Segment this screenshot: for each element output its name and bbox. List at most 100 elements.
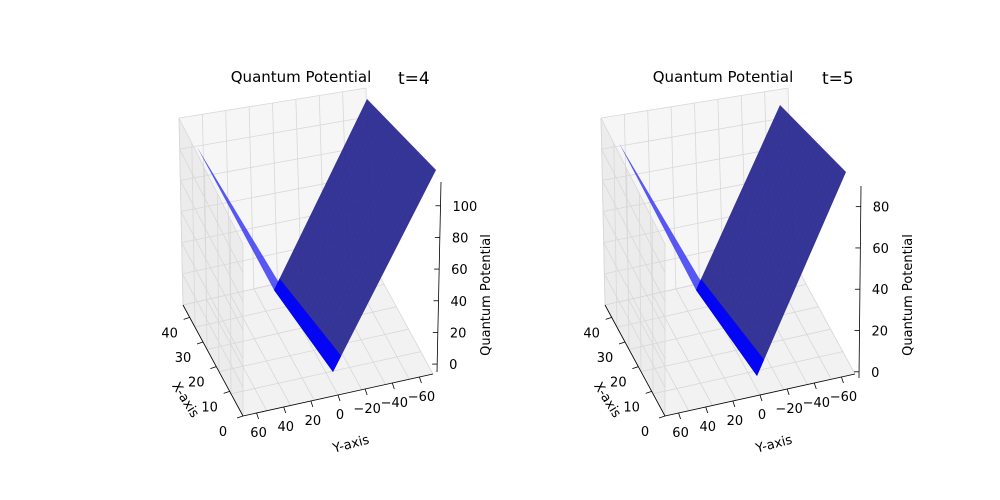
surface-mesh-line: [309, 141, 409, 340]
surface-mesh-line: [285, 113, 381, 307]
y-tick-label: 40: [699, 420, 716, 435]
x-tick-label: 0: [219, 425, 227, 440]
surface-mesh-line: [729, 141, 817, 338]
surface-mesh-line: [717, 128, 804, 321]
side-gridline: [601, 148, 666, 273]
y-tick: [813, 382, 817, 390]
y-axis-label: Y-axis: [330, 433, 371, 457]
surface-mesh-line: [303, 134, 402, 332]
surface-mesh-line: [711, 121, 797, 312]
floor-gridline: [651, 294, 713, 406]
surface-mesh-line: [735, 148, 824, 346]
floor-gridline: [229, 294, 291, 406]
side-gridline: [178, 117, 244, 245]
side-gridline: [179, 180, 244, 302]
surface-mesh-line: [297, 127, 395, 323]
surface-mesh-line: [315, 148, 416, 348]
z-axis-label: Quantum Potential: [901, 234, 916, 356]
z-tick-label: 0: [871, 366, 879, 381]
surface-mesh-line: [329, 166, 433, 368]
floor-gridline: [206, 299, 268, 411]
side-gridline: [602, 211, 666, 331]
surface-valley: [696, 278, 765, 376]
y-tick: [419, 376, 422, 384]
surface-mesh-line: [300, 130, 399, 327]
y-tick: [759, 394, 763, 402]
y-tick-label: −20: [353, 402, 380, 417]
floor-gridline: [793, 261, 856, 375]
time-annotation: t=4: [398, 69, 430, 89]
y-tick: [283, 406, 287, 414]
x-tick: [236, 415, 244, 419]
y-tick: [786, 388, 790, 396]
surface-mesh-line: [323, 159, 426, 360]
x-axis-line: [182, 304, 244, 417]
surface-mesh-line: [291, 120, 388, 315]
z-axis-line: [858, 185, 862, 379]
x-tick-label: 40: [583, 326, 600, 341]
back-gridline: [602, 145, 791, 181]
z-axis-label: Quantum Potential: [479, 234, 494, 356]
floor-gridline: [628, 299, 690, 411]
floor-gridline: [675, 288, 737, 401]
surface-mesh-line: [306, 137, 406, 336]
surface-mesh-line: [708, 118, 794, 308]
side-gridline: [603, 242, 666, 359]
z-tick-label: 20: [871, 325, 888, 340]
z-tick-label: 80: [873, 201, 890, 216]
y-tick: [705, 406, 709, 414]
surface-mesh-line: [714, 125, 800, 316]
surface-mesh-line: [741, 155, 830, 355]
surface-mesh-line: [321, 155, 423, 356]
back-gridline: [600, 87, 789, 119]
y-tick-label: 60: [672, 426, 689, 441]
y-axis-line: [242, 373, 434, 417]
side-gridline: [181, 273, 244, 388]
side-pane: [601, 118, 665, 416]
z-tick-label: 40: [872, 283, 889, 298]
time-annotation: t=5: [822, 69, 854, 89]
x-tick: [618, 341, 626, 345]
chart-title: Quantum Potential: [653, 68, 794, 86]
x-tick: [645, 390, 652, 394]
y-tick: [391, 382, 395, 390]
back-gridline: [601, 116, 790, 150]
x-tick: [632, 366, 639, 370]
y-tick-label: 20: [727, 414, 744, 429]
x-tick-label: 10: [623, 400, 640, 415]
back-gridline: [179, 116, 368, 150]
surface-mesh-line: [276, 102, 371, 295]
surface-mesh-line: [288, 116, 385, 311]
x-tick-label: 0: [641, 425, 649, 440]
surface-mesh-line: [723, 135, 810, 329]
y-tick: [678, 412, 681, 420]
z-tick-label: 0: [449, 358, 457, 373]
surface-mesh-line: [738, 151, 827, 351]
y-tick: [337, 394, 341, 402]
z-tick-label: 100: [453, 200, 478, 215]
surface-mesh-line: [744, 158, 833, 359]
x-tick-label: 40: [161, 326, 178, 341]
x-tick: [183, 316, 190, 320]
z-tick-label: 60: [872, 242, 889, 257]
floor-gridline: [253, 288, 315, 401]
y-tick: [364, 388, 368, 396]
y-axis-line: [664, 373, 856, 417]
x-tick: [210, 366, 217, 370]
surface: [619, 105, 846, 376]
surface-mesh-line: [279, 106, 375, 299]
x-tick: [196, 341, 204, 345]
surface-mesh-line: [747, 161, 837, 364]
surface-mesh-line: [720, 131, 807, 325]
y-tick-label: 20: [305, 414, 322, 429]
surface-mesh-line: [732, 145, 820, 342]
z-axis-line: [436, 181, 442, 373]
floor-gridline: [371, 261, 434, 375]
y-axis-label: Y-axis: [753, 433, 794, 457]
side-pane: [179, 118, 243, 416]
z-tick-label: 20: [450, 326, 467, 341]
